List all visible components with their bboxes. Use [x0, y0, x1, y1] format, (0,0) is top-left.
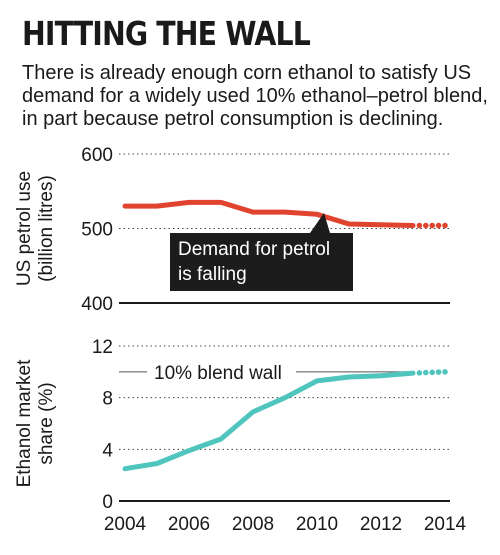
projection-dot: [435, 369, 442, 375]
projection-dot: [442, 369, 448, 375]
y-tick-label: 12: [92, 337, 113, 358]
x-tick-label: 2008: [232, 514, 274, 535]
y-tick-label: 600: [81, 145, 113, 166]
y-tick-label: 500: [81, 220, 113, 241]
chart-title: HITTING THE WALL: [22, 14, 311, 53]
x-tick-label: 2004: [104, 514, 147, 535]
projection-dot: [423, 222, 429, 229]
annotation-box: [170, 233, 353, 291]
x-tick-label: 2010: [296, 514, 338, 535]
projection-dot: [429, 222, 436, 229]
projection-dot: [442, 222, 448, 229]
y-tick-label: 0: [102, 492, 113, 513]
annotation-pointer: [310, 213, 330, 233]
projection-dot: [435, 222, 442, 229]
y-axis-label: Ethanol market: [14, 359, 35, 488]
y-tick-label: 8: [102, 389, 113, 410]
projection-dot: [423, 369, 429, 376]
x-tick-label: 2014: [424, 514, 467, 535]
y-tick-label: 4: [102, 440, 113, 461]
series-line: [122, 370, 416, 472]
reference-line-label: 10% blend wall: [154, 363, 282, 384]
y-axis-label: share (%): [36, 382, 57, 464]
y-tick-label: 400: [81, 294, 113, 315]
x-tick-label: 2012: [360, 514, 402, 535]
projection-dot: [416, 222, 423, 229]
projection-dot: [429, 369, 436, 376]
annotation-text: is falling: [178, 264, 247, 285]
series-line: [122, 199, 416, 228]
projection-dot: [416, 370, 423, 376]
chart-subtitle: There is already enough corn ethanol to …: [22, 62, 488, 130]
annotation-text: Demand for petrol: [178, 239, 330, 260]
y-axis-label: (billion litres): [36, 175, 57, 282]
y-axis-label: US petrol use: [14, 171, 35, 286]
x-tick-label: 2006: [168, 514, 210, 535]
